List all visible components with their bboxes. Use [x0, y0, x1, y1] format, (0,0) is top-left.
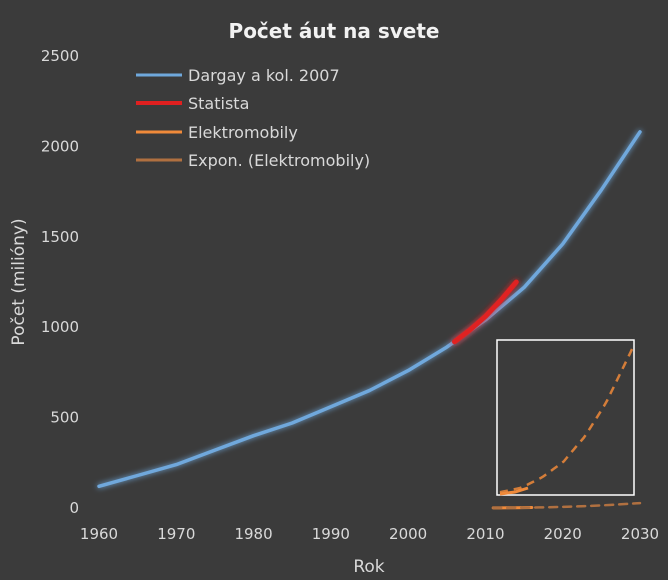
legend-item-statista: Statista [136, 94, 249, 113]
legend-item-expon: Expon. (Elektromobily) [136, 151, 370, 170]
legend-label-dargay: Dargay a kol. 2007 [188, 66, 340, 85]
y-axis-title: Počet (milióny) [9, 218, 29, 345]
inset-frame [496, 339, 635, 496]
legend: Dargay a kol. 2007 Statista Elektromobil… [136, 66, 370, 170]
legend-label-statista: Statista [188, 94, 249, 113]
y-tick-label: 2500 [41, 47, 79, 65]
series-line-statista [452, 279, 519, 345]
inset-curve-layer [499, 344, 636, 496]
x-axis-ticks: 1960 1970 1980 1990 2000 2010 2020 2030 [80, 525, 659, 543]
x-tick-label: 1970 [157, 525, 195, 543]
y-axis-ticks: 0 500 1000 1500 2000 2500 [41, 47, 79, 517]
chart-title: Počet áut na svete [229, 19, 440, 43]
legend-item-dargay: Dargay a kol. 2007 [136, 66, 340, 85]
x-tick-label: 2010 [466, 525, 504, 543]
inset-elektromobily-curve [499, 486, 529, 496]
x-tick-label: 2030 [621, 525, 659, 543]
x-tick-label: 2020 [544, 525, 582, 543]
series-line-expon [491, 501, 642, 510]
y-tick-label: 1500 [41, 228, 79, 246]
series-layer [97, 130, 642, 510]
series-line-dargay [97, 130, 642, 489]
x-tick-label: 1980 [234, 525, 272, 543]
y-tick-label: 0 [69, 499, 79, 517]
x-tick-label: 2000 [389, 525, 427, 543]
legend-label-expon: Expon. (Elektromobily) [188, 151, 370, 170]
x-tick-label: 1960 [80, 525, 118, 543]
inset-expon-curve [499, 344, 636, 494]
y-tick-label: 1000 [41, 318, 79, 336]
y-tick-label: 2000 [41, 137, 79, 155]
y-tick-label: 500 [50, 409, 79, 427]
x-axis-title: Rok [353, 557, 384, 577]
x-tick-label: 1990 [312, 525, 350, 543]
legend-item-elektromobily: Elektromobily [136, 123, 298, 142]
legend-label-elektromobily: Elektromobily [188, 123, 298, 142]
